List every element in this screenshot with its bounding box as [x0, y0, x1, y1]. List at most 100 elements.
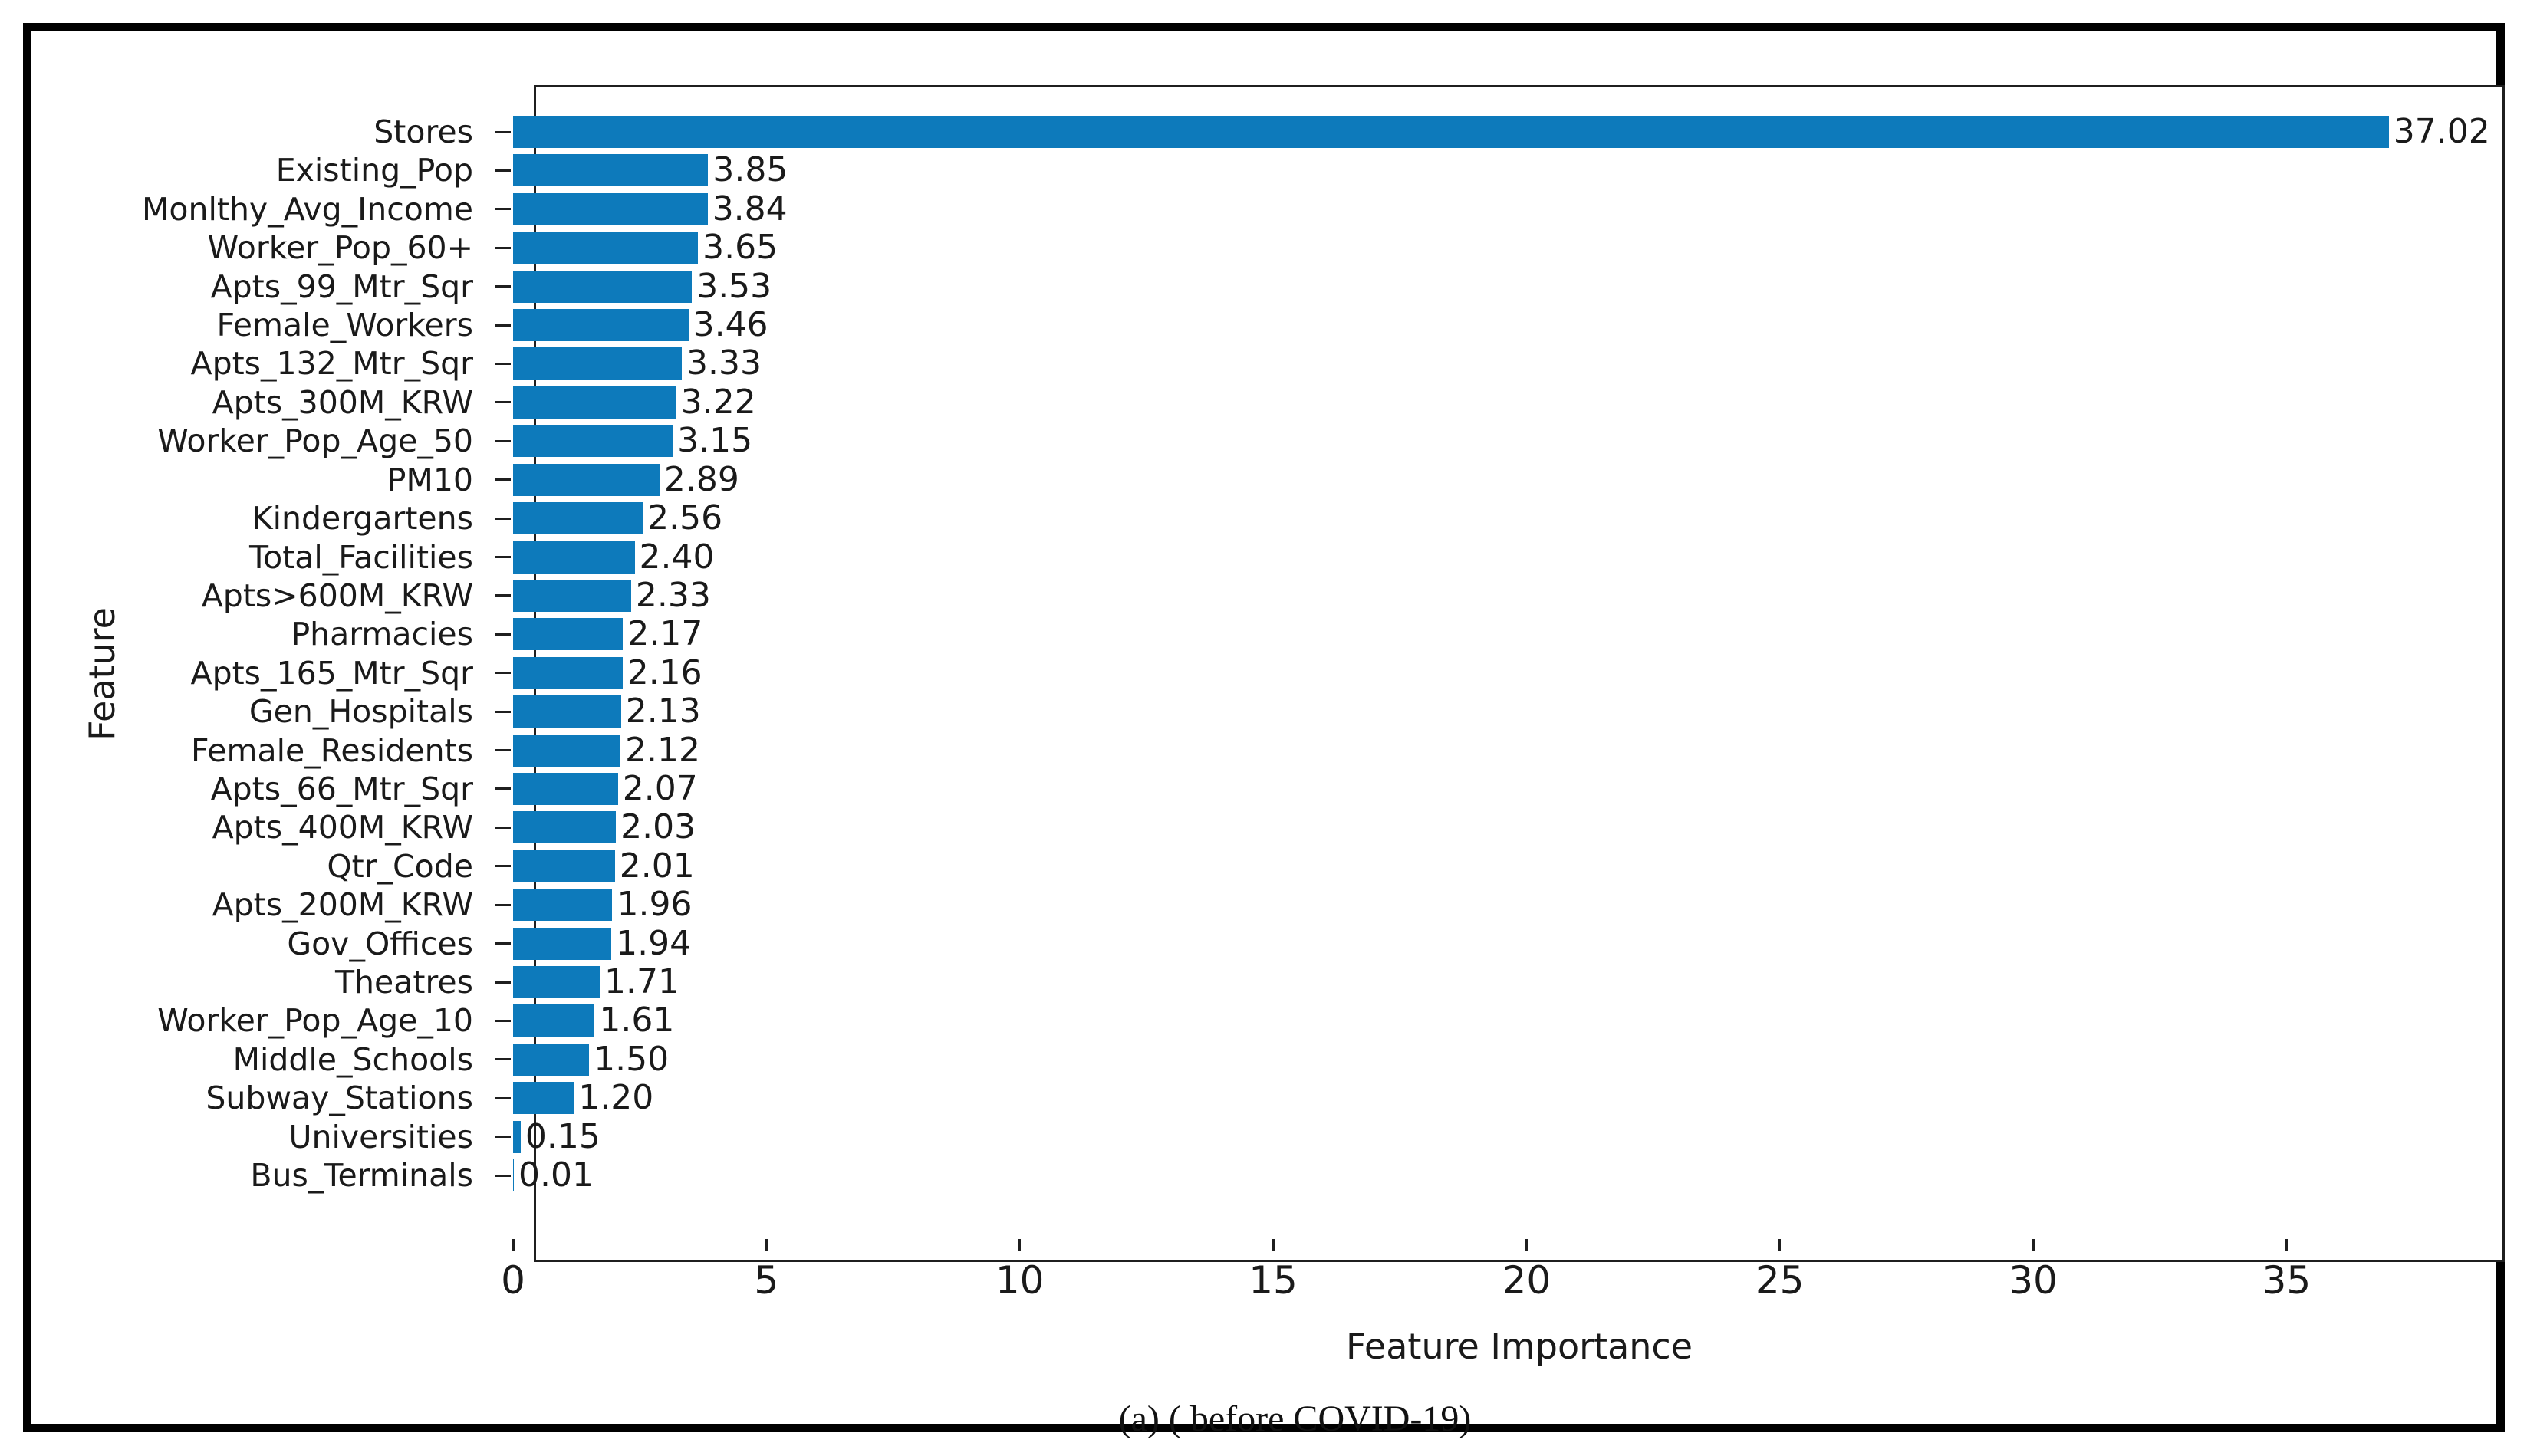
bar — [513, 309, 689, 342]
bar-value-label: 1.71 — [604, 962, 679, 1002]
bar — [513, 270, 693, 303]
bar — [513, 656, 623, 689]
y-tick — [495, 672, 511, 675]
bar — [513, 889, 613, 922]
bar-value-label: 3.84 — [712, 189, 788, 228]
bar — [513, 1120, 521, 1153]
x-tick — [1778, 1239, 1782, 1251]
bar — [513, 1082, 574, 1115]
y-tick — [495, 1019, 511, 1022]
y-tick — [495, 246, 511, 249]
y-tick — [495, 1058, 511, 1061]
x-tick-label: 35 — [2262, 1258, 2311, 1303]
y-tick — [495, 517, 511, 520]
bar — [513, 1159, 514, 1192]
bar — [513, 1004, 595, 1037]
x-tick-label: 30 — [2009, 1258, 2058, 1303]
bar-value-label: 1.20 — [578, 1078, 654, 1118]
x-tick-label: 0 — [501, 1258, 525, 1303]
y-tick — [495, 169, 511, 172]
bar-value-label: 2.40 — [639, 537, 715, 577]
y-tick — [495, 362, 511, 365]
x-tick-label: 20 — [1502, 1258, 1551, 1303]
category-label: Worker_Pop_Age_10 — [157, 1002, 473, 1040]
bar-value-label: 2.33 — [635, 575, 711, 615]
y-tick — [495, 981, 511, 984]
category-label: Apts_300M_KRW — [212, 383, 473, 421]
bar-value-label: 2.12 — [625, 730, 701, 770]
bar — [513, 618, 624, 651]
y-tick — [495, 749, 511, 752]
y-tick — [495, 1174, 511, 1177]
category-label: Pharmacies — [291, 616, 473, 653]
category-label: Bus_Terminals — [250, 1157, 473, 1195]
category-label: Qtr_Code — [327, 847, 473, 885]
y-tick — [495, 324, 511, 327]
bar-value-label: 2.16 — [627, 652, 702, 692]
y-tick — [495, 942, 511, 945]
category-label: Existing_Pop — [275, 152, 473, 189]
bar-value-label: 2.13 — [625, 692, 701, 731]
category-label: Worker_Pop_Age_50 — [157, 422, 473, 460]
bar-value-label: 3.65 — [702, 228, 778, 268]
bar — [513, 772, 618, 805]
category-label: Subway_Stations — [206, 1080, 473, 1117]
y-tick — [495, 478, 511, 481]
bar — [513, 927, 612, 960]
x-tick — [2032, 1239, 2035, 1251]
category-label: Universities — [288, 1118, 473, 1155]
bar — [513, 695, 621, 728]
x-tick — [1525, 1239, 1528, 1251]
x-axis-label: Feature Importance — [1345, 1326, 1693, 1367]
bar-value-label: 2.89 — [663, 459, 739, 499]
bar — [513, 579, 631, 612]
category-label: Middle_Schools — [232, 1040, 473, 1078]
y-tick — [495, 130, 511, 133]
bar-value-label: 1.94 — [616, 923, 692, 963]
x-tick — [2285, 1239, 2288, 1251]
bar-value-label: 3.22 — [680, 382, 756, 422]
category-label: Apts_99_Mtr_Sqr — [210, 268, 473, 305]
y-tick — [495, 208, 511, 211]
bar-value-label: 3.53 — [696, 266, 772, 306]
bar — [513, 541, 635, 574]
figure-caption: (a) ( before COVID-19) — [1118, 1398, 1472, 1439]
y-tick — [495, 826, 511, 829]
category-label: Total_Facilities — [249, 538, 473, 576]
category-label: Female_Residents — [190, 731, 473, 769]
y-tick — [495, 401, 511, 404]
bar — [513, 734, 621, 767]
bar-value-label: 3.46 — [693, 305, 768, 345]
bar-value-label: 3.15 — [677, 421, 753, 461]
bar-value-label: 0.01 — [518, 1155, 594, 1195]
bar-value-label: 3.33 — [686, 343, 762, 383]
bar-value-label: 0.15 — [525, 1116, 600, 1156]
category-label: Worker_Pop_60+ — [207, 229, 473, 267]
bar-value-label: 2.01 — [619, 846, 695, 886]
category-label: Apts>600M_KRW — [201, 577, 473, 614]
category-label: Apts_132_Mtr_Sqr — [190, 345, 473, 383]
category-label: PM10 — [387, 461, 473, 498]
y-tick — [495, 1096, 511, 1099]
y-axis-label: Feature — [81, 607, 123, 741]
bar — [513, 425, 673, 458]
x-tick-label: 10 — [995, 1258, 1045, 1303]
category-label: Kindergartens — [252, 500, 473, 537]
bar — [513, 850, 615, 882]
y-tick — [495, 439, 511, 442]
x-tick — [765, 1239, 768, 1251]
y-tick — [495, 865, 511, 868]
category-label: Apts_200M_KRW — [212, 886, 473, 924]
bar — [513, 386, 676, 419]
bar-value-label: 2.17 — [627, 614, 703, 654]
plot-area — [534, 85, 2505, 1262]
y-tick — [495, 633, 511, 636]
y-tick — [495, 285, 511, 288]
bar — [513, 232, 699, 265]
bar-value-label: 37.02 — [2393, 112, 2490, 151]
y-tick — [495, 710, 511, 713]
bar-value-label: 1.61 — [599, 1001, 675, 1040]
x-tick-label: 5 — [754, 1258, 779, 1303]
category-label: Stores — [373, 113, 473, 150]
bar-value-label: 1.50 — [594, 1039, 670, 1079]
